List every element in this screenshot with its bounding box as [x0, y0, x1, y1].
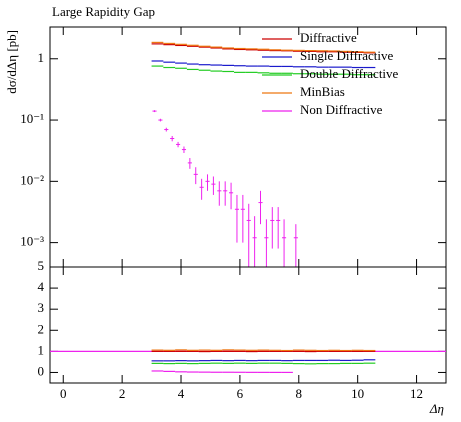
legend-label: Diffractive	[300, 30, 357, 45]
legend-label: Single Diffractive	[300, 48, 393, 63]
x-axis-label: Δη	[429, 401, 444, 416]
x-tick-label: 8	[296, 386, 303, 401]
y-tick-label: 10⁻³	[20, 234, 44, 249]
x-tick-label: 10	[351, 386, 364, 401]
x-tick-label: 12	[410, 386, 423, 401]
x-tick-label: 6	[237, 386, 244, 401]
y-tick-label: 10⁻¹	[20, 111, 44, 126]
legend-label: MinBias	[300, 84, 345, 99]
x-tick-label: 4	[178, 386, 185, 401]
y-tick-label: 0	[38, 363, 45, 378]
plot-frame	[49, 266, 447, 384]
y-tick-label: 1	[38, 50, 45, 65]
y-tick-label: 5	[38, 258, 45, 273]
y-tick-label: 10⁻²	[20, 172, 44, 187]
plot-frame	[49, 26, 447, 268]
y-tick-label: 3	[38, 300, 45, 315]
x-tick-label: 0	[60, 386, 67, 401]
legend-label: Double Diffractive	[300, 66, 399, 81]
y-axis-label: dσ/dΔη [pb]	[4, 30, 19, 94]
y-tick-label: 2	[38, 321, 45, 336]
y-tick-label: 4	[38, 279, 45, 294]
legend-label: Non Diffractive	[300, 102, 383, 117]
x-tick-label: 2	[119, 386, 126, 401]
chart-title: Large Rapidity Gap	[52, 4, 155, 19]
y-tick-label: 1	[38, 342, 45, 357]
